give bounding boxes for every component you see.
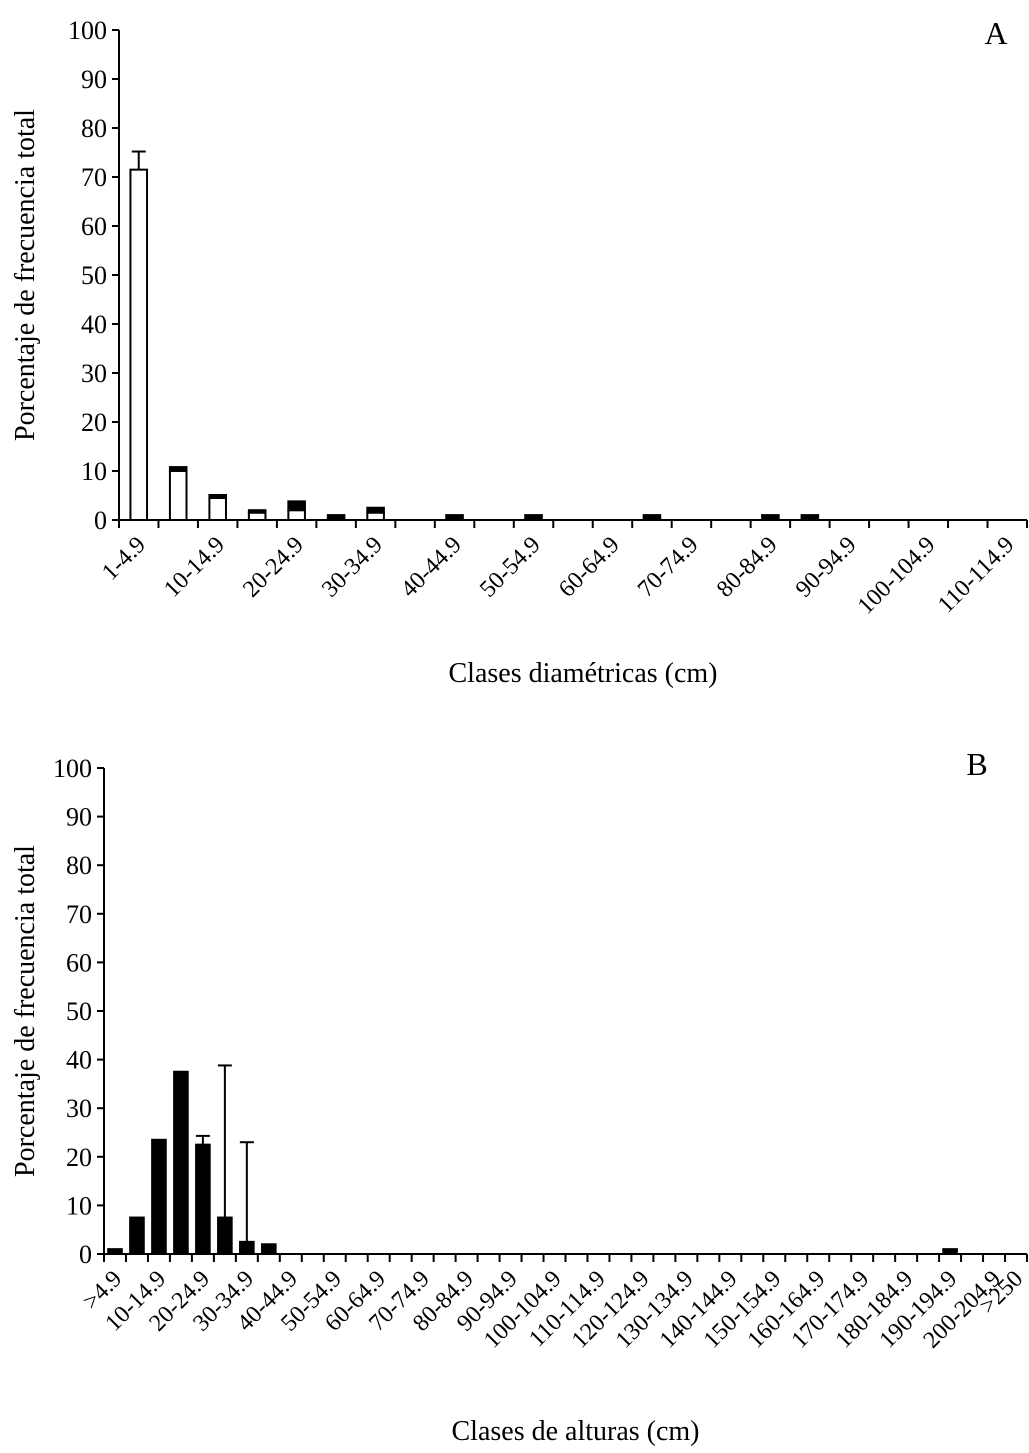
- x-tick-label: 90-94.9: [791, 532, 862, 603]
- y-tick-label: 20: [81, 408, 107, 437]
- panel-label-b: B: [966, 746, 987, 782]
- x-tick-label: 50-54.9: [475, 532, 546, 603]
- bar-20-24.9-s0: [195, 1143, 211, 1256]
- bar-30-34.9-s0: [366, 511, 385, 522]
- y-tick-label: 20: [66, 1143, 92, 1172]
- error-bars-group-a: [131, 150, 146, 170]
- x-tick-label: 60-64.9: [554, 532, 625, 603]
- x-tick-label: 80-84.9: [712, 532, 783, 603]
- y-tick-label: 30: [81, 359, 107, 388]
- bar-30-34.9-s1: [366, 506, 385, 514]
- y-tick-label: 100: [68, 16, 107, 45]
- axes-group-b: [103, 768, 1027, 1255]
- bar-15-19.9-s1: [247, 509, 267, 514]
- y-tick-label: 60: [81, 212, 107, 241]
- y-ticks-a: 0 10 20 30 40 50 60 70 80 90 100: [68, 16, 119, 535]
- x-tick-label: 100-104.9: [853, 532, 941, 620]
- y-tick-label: 40: [81, 310, 107, 339]
- x-axis-title-b: Clases de alturas (cm): [451, 1416, 699, 1447]
- y-tick-label: 80: [81, 114, 107, 143]
- bar-10-14.9-s0: [151, 1138, 167, 1256]
- bar-35-39.9-s0: [261, 1243, 277, 1256]
- y-tick-label: 90: [66, 803, 92, 832]
- chart-panel-a: 0 10 20 30 40 50 60 70 80 90 100 1-4.9 10-14.9 20-24…: [10, 15, 1028, 689]
- x-axis-title-a: Clases diamétricas (cm): [448, 658, 717, 689]
- error-bars-group-b: [195, 1064, 254, 1242]
- chart-panel-b: 0 10 20 30 40 50 60 70 80 90 100 >4.910-14.920-24.…: [10, 746, 1028, 1447]
- bar-20-24.9-s0: [287, 509, 306, 522]
- x-tick-label: 40-44.9: [396, 532, 467, 603]
- x-tick-label: 1-4.9: [97, 532, 151, 586]
- y-tick-label: 0: [79, 1240, 92, 1269]
- y-ticks-b: 0 10 20 30 40 50 60 70 80 90 100: [53, 754, 104, 1269]
- y-axis-title-b: Porcentaje de frecuencia total: [10, 845, 41, 1177]
- y-tick-label: 90: [81, 65, 107, 94]
- y-tick-label: 70: [81, 163, 107, 192]
- panel-label-a: A: [984, 15, 1007, 51]
- bar-1-4.9-s0: [129, 168, 149, 521]
- bar-10-14.9-s0: [208, 496, 227, 522]
- x-tick-label: 70-74.9: [633, 532, 704, 603]
- x-tick-label: 110-114.9: [933, 532, 1019, 618]
- y-tick-label: 60: [66, 948, 92, 977]
- x-tick-label: 30-34.9: [317, 532, 388, 603]
- bar-20-24.9-s1: [287, 500, 306, 512]
- bar-25-29.9-s0: [217, 1216, 233, 1256]
- y-tick-label: 80: [66, 851, 92, 880]
- x-ticks-b: >4.910-14.920-24.930-34.940-44.950-54.96…: [78, 1254, 1028, 1354]
- bar-5-9.9-s0: [168, 470, 188, 521]
- y-tick-label: 70: [66, 900, 92, 929]
- bars-group-a: [129, 168, 820, 522]
- y-tick-label: 10: [81, 457, 107, 486]
- y-axis-title-a: Porcentaje de frecuencia total: [10, 109, 41, 441]
- y-tick-label: 50: [81, 261, 107, 290]
- bar-10-14.9-s1: [208, 494, 227, 499]
- x-ticks-a: 1-4.9 10-14.9 20-24.9 30-34.9 40-44.9 50-54.9…: [97, 520, 1028, 620]
- bars-group-b: [107, 1070, 958, 1256]
- y-tick-label: 0: [94, 506, 107, 535]
- axes-group-a: [118, 30, 1027, 521]
- y-tick-label: 100: [53, 754, 92, 783]
- y-tick-label: 10: [66, 1191, 92, 1220]
- bar-15-19.9-s0: [173, 1070, 189, 1255]
- bar-5-9.9-s1: [168, 466, 188, 472]
- y-tick-label: 40: [66, 1046, 92, 1075]
- x-tick-label: 20-24.9: [238, 532, 309, 603]
- bar-5-9.9-s0: [129, 1216, 145, 1256]
- y-tick-label: 30: [66, 1094, 92, 1123]
- y-tick-label: 50: [66, 997, 92, 1026]
- bar-30-34.9-s0: [239, 1240, 255, 1255]
- x-tick-label: 10-14.9: [159, 532, 230, 603]
- bar-15-19.9-s0: [247, 511, 267, 522]
